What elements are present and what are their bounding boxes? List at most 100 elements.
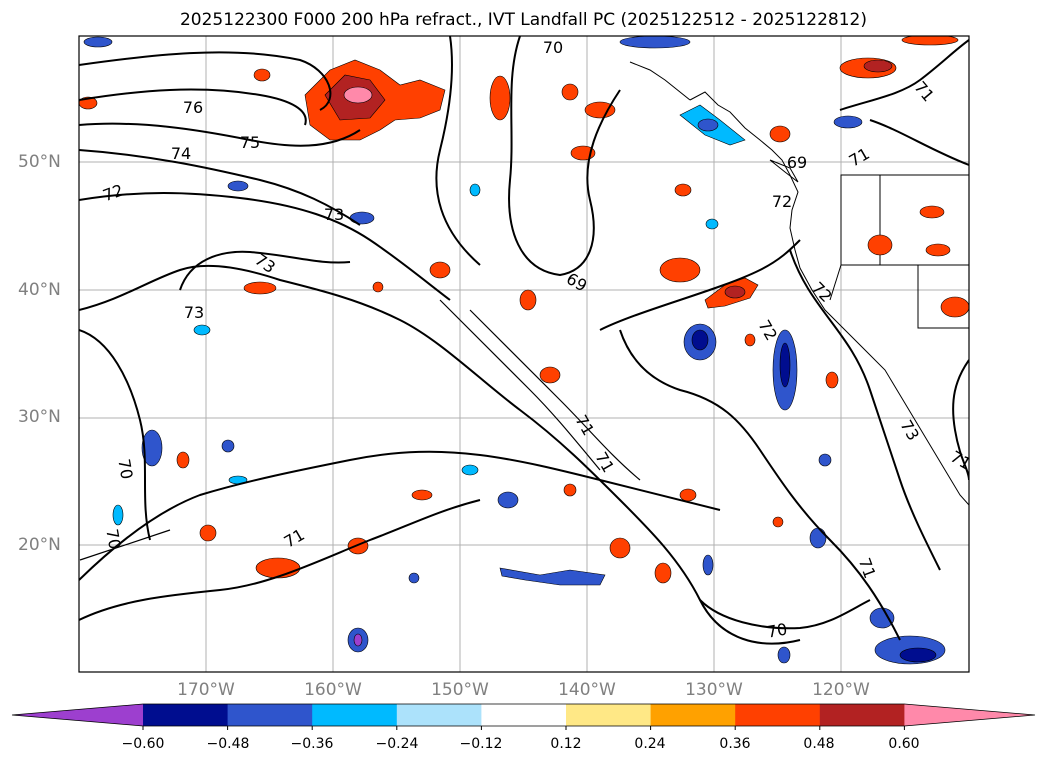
pos-patch bbox=[176, 451, 190, 469]
contour-label: 72 bbox=[772, 192, 792, 211]
negative-anomaly-patches bbox=[83, 36, 946, 665]
neg-patch bbox=[691, 329, 709, 351]
pos-patch bbox=[243, 281, 277, 295]
neg-patch bbox=[619, 36, 691, 49]
colorbar-extend-low bbox=[12, 704, 143, 726]
lat-label-40n: 40°N bbox=[18, 280, 61, 300]
pos-patch bbox=[563, 483, 577, 497]
pos-patch bbox=[679, 488, 697, 502]
neg-patch bbox=[777, 646, 791, 664]
neg-patch bbox=[221, 439, 235, 453]
pos-patch bbox=[347, 537, 369, 555]
pos-patch bbox=[724, 285, 746, 299]
pos-patch bbox=[863, 59, 893, 73]
lon-label-150w: 150°W bbox=[431, 680, 489, 700]
colorbar-segment bbox=[819, 704, 905, 726]
lon-label-140w: 140°W bbox=[558, 680, 616, 700]
pos-patch bbox=[489, 75, 511, 121]
neg-patch bbox=[112, 504, 124, 526]
contour-label: 76 bbox=[183, 98, 203, 117]
pos-patch bbox=[940, 296, 969, 318]
neg-patch bbox=[141, 429, 163, 467]
pos-patch bbox=[429, 261, 451, 279]
contour-label: 75 bbox=[240, 133, 260, 152]
contour-label: 70 bbox=[765, 619, 788, 641]
pos-patch bbox=[825, 371, 839, 389]
colorbar-tick: 0.60 bbox=[888, 736, 920, 752]
pos-patch bbox=[772, 516, 784, 528]
pos-patch bbox=[867, 234, 893, 256]
contour-label: 74 bbox=[171, 144, 191, 163]
pos-patch bbox=[253, 68, 271, 82]
contour-label: 70 bbox=[114, 457, 136, 480]
neg-patch bbox=[702, 554, 714, 576]
neg-patch bbox=[193, 324, 211, 336]
neg-patch bbox=[899, 647, 937, 663]
contour-label: 70 bbox=[102, 527, 124, 550]
lon-label-130w: 130°W bbox=[685, 680, 743, 700]
pos-patch bbox=[901, 36, 959, 46]
colorbar-segment bbox=[312, 704, 398, 726]
colorbar bbox=[11, 703, 1036, 730]
colorbar-segment bbox=[481, 704, 567, 726]
neg-patch bbox=[869, 607, 895, 629]
lon-label-120w: 120°W bbox=[812, 680, 870, 700]
lon-label-160w: 160°W bbox=[304, 680, 362, 700]
map-title: 2025122300 F000 200 hPa refract., IVT La… bbox=[179, 10, 867, 30]
neg-patch bbox=[697, 118, 719, 132]
neg-patch bbox=[809, 527, 827, 549]
pos-patch bbox=[519, 289, 537, 311]
pos-patch bbox=[609, 537, 631, 559]
lon-label-170w: 170°W bbox=[177, 680, 235, 700]
contour-label: 73 bbox=[184, 303, 204, 322]
neg-patch bbox=[83, 36, 113, 48]
pos-patch bbox=[372, 281, 384, 293]
colorbar-tick: −0.24 bbox=[375, 736, 419, 752]
neg-patch bbox=[497, 491, 519, 509]
colorbar-tick: −0.12 bbox=[459, 736, 503, 752]
pos-patch bbox=[925, 243, 951, 257]
neg-patch bbox=[408, 572, 420, 584]
neg-patch bbox=[818, 453, 832, 467]
pos-patch bbox=[919, 205, 945, 219]
contour-label: 70 bbox=[543, 38, 563, 57]
neg-patch bbox=[461, 464, 479, 476]
colorbar-segment bbox=[143, 704, 229, 726]
lat-label-50n: 50°N bbox=[18, 152, 61, 172]
colorbar-tick: −0.48 bbox=[206, 736, 250, 752]
colorbar-segment bbox=[650, 704, 736, 726]
colorbar-tick: 0.48 bbox=[803, 736, 835, 752]
pos-patch bbox=[654, 562, 672, 584]
neg-patch bbox=[499, 567, 606, 586]
colorbar-segment bbox=[396, 704, 482, 726]
colorbar-segment bbox=[227, 704, 313, 726]
colorbar-tick: 0.36 bbox=[719, 736, 751, 752]
colorbar-tick: −0.36 bbox=[290, 736, 334, 752]
colorbar-tick: 0.12 bbox=[550, 736, 582, 752]
contour-label: 69 bbox=[787, 153, 807, 172]
neg-patch bbox=[353, 633, 363, 647]
lat-label-20n: 20°N bbox=[18, 535, 61, 555]
pos-patch bbox=[411, 489, 433, 501]
colorbar-segment bbox=[566, 704, 652, 726]
pos-patch bbox=[199, 524, 217, 542]
pos-patch bbox=[255, 557, 301, 579]
neg-patch bbox=[469, 183, 481, 197]
neg-patch bbox=[227, 180, 249, 192]
pos-patch bbox=[769, 125, 791, 143]
map-frame bbox=[78, 35, 970, 673]
lat-label-30n: 30°N bbox=[18, 407, 61, 427]
colorbar-segment bbox=[735, 704, 821, 726]
pos-patch bbox=[659, 257, 701, 283]
colorbar-tick: 0.24 bbox=[634, 736, 666, 752]
pos-patch bbox=[539, 366, 561, 384]
neg-patch bbox=[833, 115, 863, 129]
contour-label: 73 bbox=[324, 205, 344, 224]
pos-patch bbox=[584, 101, 616, 119]
pos-patch bbox=[674, 183, 692, 197]
colorbar-tick: −0.60 bbox=[121, 736, 165, 752]
neg-patch bbox=[705, 218, 719, 230]
refractivity-contours-thin bbox=[79, 299, 641, 561]
pos-patch bbox=[744, 333, 756, 347]
